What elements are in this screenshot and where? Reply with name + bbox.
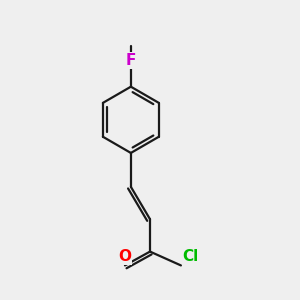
Text: Cl: Cl — [182, 249, 199, 264]
Text: F: F — [126, 53, 136, 68]
Text: O: O — [118, 249, 131, 264]
